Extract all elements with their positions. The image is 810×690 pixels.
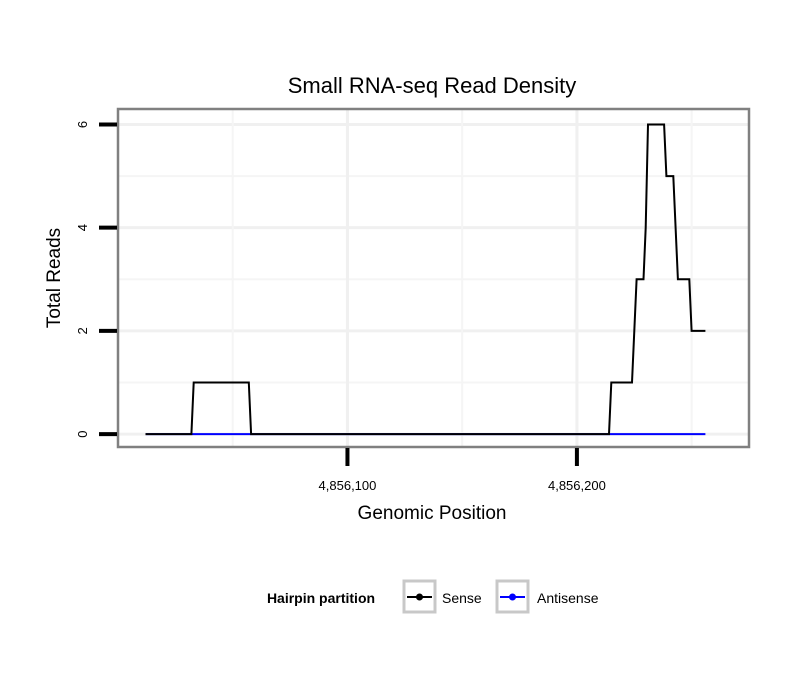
chart-title: Small RNA-seq Read Density [288, 73, 577, 98]
x-tick-label: 4,856,100 [319, 478, 377, 493]
y-axis-ticks: 0 2 4 6 [75, 121, 117, 438]
legend-label-sense: Sense [442, 590, 482, 606]
legend-marker-sense [416, 593, 423, 601]
x-axis-ticks: 4,856,100 4,856,200 [319, 448, 606, 493]
series-layer [145, 123, 706, 436]
plot-border [116, 107, 751, 449]
x-axis-title: Genomic Position [358, 503, 507, 524]
legend-marker-antisense [509, 593, 516, 601]
x-tick-label: 4,856,200 [548, 478, 606, 493]
y-tick-label: 0 [75, 430, 90, 437]
legend-entry-sense: Sense [402, 579, 482, 614]
y-tick-label: 4 [75, 224, 90, 231]
y-tick-label: 2 [75, 327, 90, 334]
legend-entry-antisense: Antisense [495, 579, 599, 614]
legend-title: Hairpin partition [267, 590, 375, 606]
legend: Hairpin partition Sense Antisense [267, 579, 599, 614]
y-axis-title: Total Reads [44, 228, 65, 328]
legend-label-antisense: Antisense [537, 590, 599, 606]
series-line-sense [145, 123, 706, 436]
plot-background [118, 109, 749, 447]
y-tick-label: 6 [75, 121, 90, 128]
